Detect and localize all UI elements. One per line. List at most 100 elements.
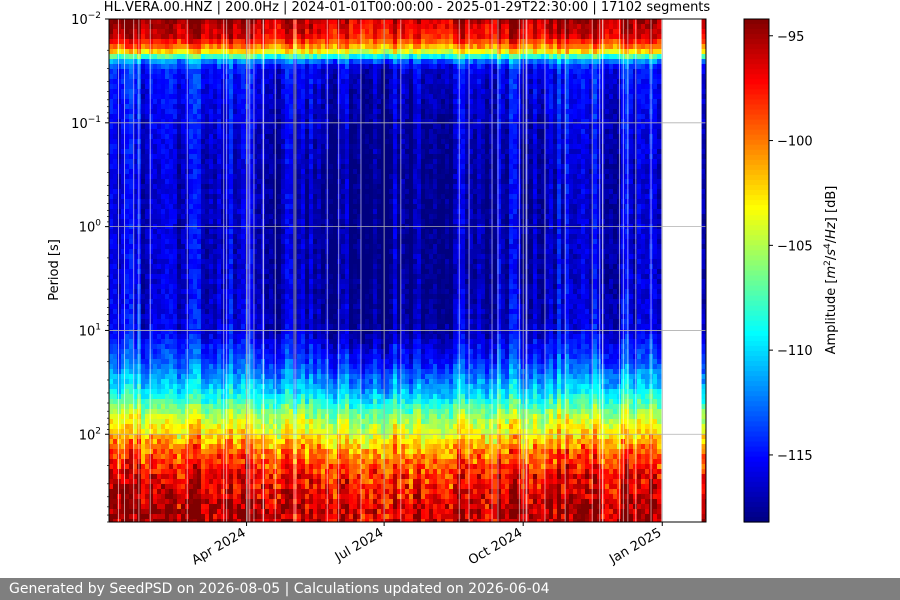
spectrogram-cell [177,34,182,40]
spectrogram-cell [217,514,222,520]
spectrogram-cell [265,209,270,215]
spectrogram-cell [113,154,118,160]
spectrogram-cell [237,239,242,245]
spectrogram-cell [237,489,242,495]
spectrogram-cell [233,519,238,522]
spectrogram-cell [141,209,146,215]
spectrogram-cell [277,494,282,500]
spectrogram-cell [237,324,242,330]
spectrogram-cell [189,519,194,522]
spectrogram-cell [209,424,214,430]
spectrogram-cell [225,129,230,135]
spectrogram-cell [249,424,254,430]
spectrogram-cell [161,94,166,100]
spectrogram-cell [189,349,194,355]
spectrogram-cell [125,304,130,310]
spectrogram-cell [233,314,238,320]
spectrogram-cell [141,84,146,90]
spectrogram-cell [125,349,130,355]
spectrogram-cell [257,519,262,522]
spectrogram-cell [289,469,294,475]
spectrogram-cell [149,99,154,105]
spectrogram-cell [233,404,238,410]
spectrogram-cell [165,169,170,175]
spectrogram-cell [193,204,198,210]
spectrogram-cell [157,364,162,370]
spectrogram-cell [245,139,250,145]
spectrogram-cell [113,294,118,300]
spectrogram-cell [177,109,182,115]
spectrogram-cell [201,254,206,260]
spectrogram-cell [117,509,122,515]
spectrogram-cell [241,309,246,315]
spectrogram-cell [293,64,298,70]
spectrogram-cell [289,184,294,190]
spectrogram-cell [153,214,158,220]
spectrogram-cell [225,114,230,120]
spectrogram-cell [181,294,186,300]
spectrogram-cell [153,249,158,255]
spectrogram-cell [145,384,150,390]
spectrogram-cell [153,89,158,95]
spectrogram-cell [217,349,222,355]
spectrogram-cell [265,429,270,435]
spectrogram-cell [249,204,254,210]
spectrogram-cell [201,444,206,450]
spectrogram-cell [217,319,222,325]
spectrogram-cell [213,399,218,405]
spectrogram-cell [233,464,238,470]
spectrogram-cell [201,369,206,375]
spectrogram-cell [157,469,162,475]
spectrogram-cell [289,129,294,135]
spectrogram-cell [269,479,274,485]
spectrogram-cell [229,164,234,170]
spectrogram-cell [177,454,182,460]
spectrogram-cell [281,464,286,470]
spectrogram-cell [117,304,122,310]
spectrogram-cell [129,129,134,135]
spectrogram-cell [285,294,290,300]
spectrogram-cell [293,189,298,195]
spectrogram-cell [129,64,134,70]
spectrogram-cell [133,459,138,465]
spectrogram-cell [177,49,182,55]
spectrogram-cell [121,24,126,30]
spectrogram-cell [225,219,230,225]
spectrogram-cell [201,339,206,345]
spectrogram-cell [157,414,162,420]
spectrogram-cell [113,169,118,175]
spectrogram-cell [293,209,298,215]
spectrogram-cell [213,199,218,205]
spectrogram-cell [129,434,134,440]
spectrogram-cell [249,454,254,460]
spectrogram-cell [161,434,166,440]
spectrogram-cell [205,474,210,480]
spectrogram-cell [153,464,158,470]
spectrogram-cell [265,249,270,255]
spectrogram-cell [209,304,214,310]
spectrogram-cell [265,164,270,170]
spectrogram-cell [201,89,206,95]
spectrogram-cell [301,239,306,245]
spectrogram-cell [209,129,214,135]
spectrogram-cell [173,474,178,480]
spectrogram-cell [253,484,258,490]
spectrogram-cell [125,114,130,120]
spectrogram-cell [149,329,154,335]
spectrogram-cell [233,454,238,460]
spectrogram-cell [193,444,198,450]
spectrogram-cell [269,169,274,175]
spectrogram-cell [177,434,182,440]
spectrogram-cell [201,464,206,470]
spectrogram-cell [161,179,166,185]
spectrogram-cell [117,29,122,35]
spectrogram-cell [265,494,270,500]
spectrogram-cell [229,354,234,360]
spectrogram-cell [269,139,274,145]
spectrogram-cell [249,344,254,350]
spectrogram-cell [293,29,298,35]
spectrogram-cell [205,169,210,175]
spectrogram-cell [193,324,198,330]
spectrogram-cell [141,324,146,330]
spectrogram-cell [301,29,306,35]
